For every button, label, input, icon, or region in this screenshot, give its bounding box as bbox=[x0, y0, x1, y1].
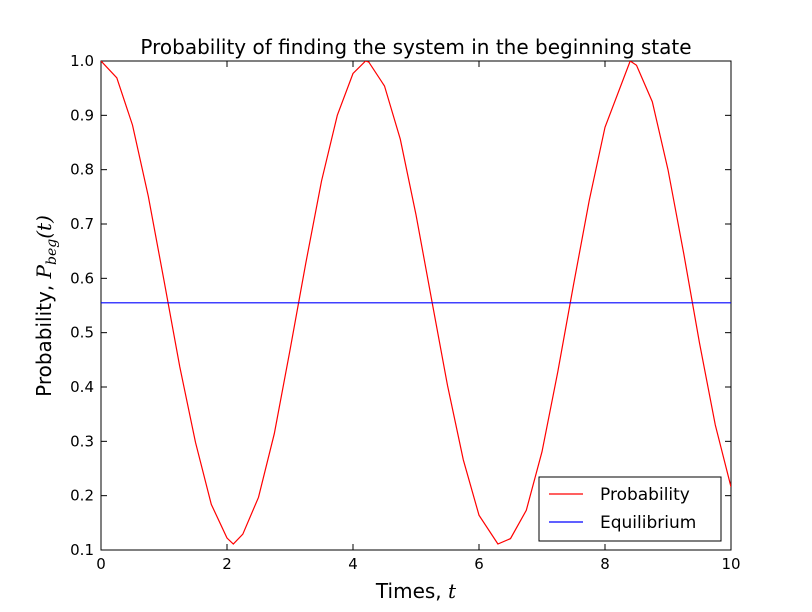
chart-title: Probability of finding the system in the… bbox=[140, 35, 691, 59]
y-tick-label: 0.8 bbox=[70, 161, 94, 179]
y-axis-label-text: Probability, bbox=[32, 278, 56, 396]
series-layer bbox=[101, 61, 731, 545]
y-tick-label: 0.4 bbox=[70, 378, 94, 396]
y-axis-label-math: P bbox=[32, 264, 56, 279]
y-axis-label-math-sub: beg bbox=[44, 239, 60, 265]
x-axis-label-math: t bbox=[448, 579, 457, 603]
y-tick-label: 1.0 bbox=[70, 52, 94, 70]
y-axis-label-math-suffix: (t) bbox=[32, 215, 56, 239]
y-tick-label: 0.1 bbox=[70, 541, 94, 559]
x-tick-label: 8 bbox=[600, 555, 610, 573]
y-tick-label: 0.3 bbox=[70, 432, 94, 450]
x-tick-label: 4 bbox=[348, 555, 358, 573]
legend-label-probability: Probability bbox=[600, 485, 690, 505]
x-tick-label: 10 bbox=[721, 555, 740, 573]
x-axis-label: Times, t bbox=[375, 579, 457, 603]
y-tick-label: 0.9 bbox=[70, 106, 94, 124]
legend-box bbox=[538, 476, 722, 542]
x-tick-label: 0 bbox=[96, 555, 106, 573]
series-line-probability bbox=[101, 61, 731, 545]
y-tick-label: 0.5 bbox=[70, 324, 94, 342]
y-axis-label: Probability, Pbeg(t) bbox=[32, 215, 60, 397]
legend-label-equilibrium: Equilibrium bbox=[600, 513, 696, 533]
axis-ticks: 0 2 4 6 8 10 0.1 0.2 0.3 0.4 0.5 0.6 0.7 0.8 0.9 1.0 bbox=[70, 52, 740, 573]
x-axis-label-text: Times, bbox=[375, 579, 448, 603]
y-tick-label: 0.7 bbox=[70, 215, 94, 233]
x-tick-label: 6 bbox=[474, 555, 484, 573]
plot-area bbox=[100, 60, 732, 551]
legend: Probability Equilibrium bbox=[538, 476, 722, 542]
y-tick-label: 0.2 bbox=[70, 487, 94, 505]
x-tick-label: 2 bbox=[222, 555, 232, 573]
y-tick-label: 0.6 bbox=[70, 269, 94, 287]
